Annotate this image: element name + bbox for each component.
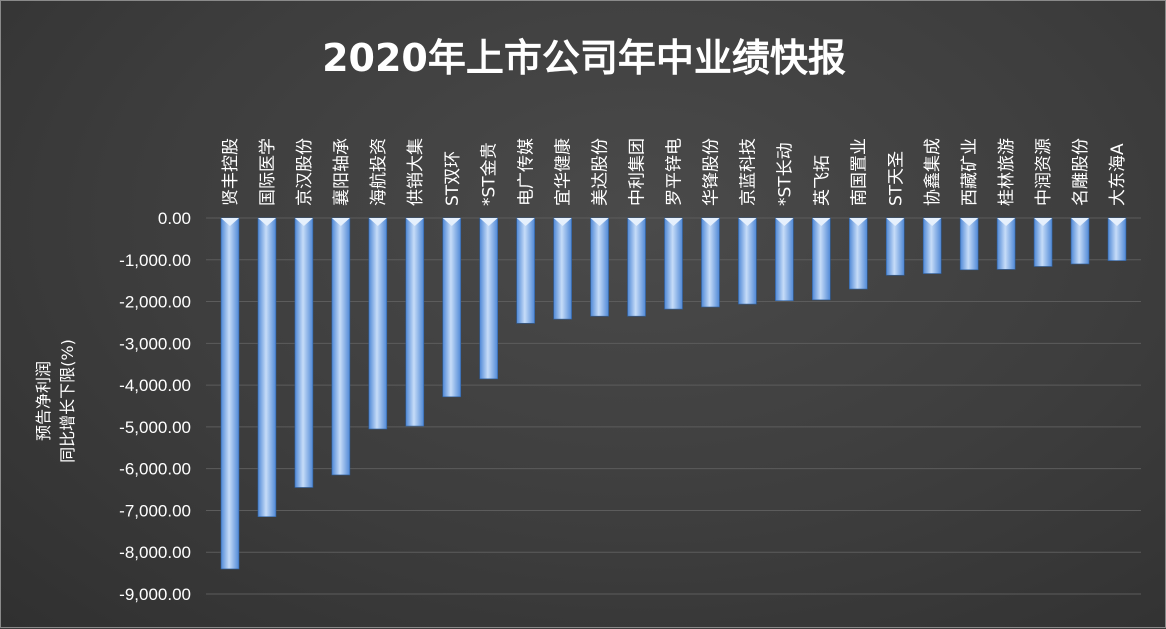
bar: [331, 217, 351, 476]
category-label: 名雕股份: [1071, 138, 1091, 206]
bar: [775, 217, 794, 302]
bar-cap: [960, 218, 979, 226]
bars: [220, 217, 1127, 570]
category-label: ST天圣: [886, 151, 906, 206]
y-tick-label: -7,000.00: [119, 501, 191, 520]
bar-cap: [516, 218, 535, 226]
bar-cap: [1071, 218, 1090, 226]
category-label: 供销大集: [406, 138, 426, 206]
y-tick-label: -9,000.00: [119, 585, 191, 604]
bar: [479, 217, 499, 380]
category-label: ST双环: [443, 151, 463, 206]
bar-cap: [812, 218, 831, 226]
bar-cap: [923, 218, 942, 226]
bar-cap: [775, 218, 794, 226]
category-label: 国际医学: [258, 138, 278, 206]
bar: [368, 217, 388, 430]
category-label: 桂林旅游: [997, 138, 1017, 206]
category-label: *ST金贵: [480, 142, 500, 206]
category-label: 协鑫集成: [923, 138, 943, 206]
y-tick-label: -6,000.00: [119, 460, 191, 479]
bar-cap: [590, 218, 609, 226]
bar-cap: [997, 218, 1016, 226]
category-label: 宜华健康: [554, 138, 574, 206]
bar: [405, 217, 425, 427]
y-tick-label: -1,000.00: [119, 251, 191, 270]
bar: [922, 217, 942, 274]
y-tick-label: -5,000.00: [119, 418, 191, 437]
bar-cap: [886, 218, 905, 226]
category-label: 罗平锌电: [665, 138, 685, 206]
bar-cap: [294, 218, 313, 226]
y-tick-label: 0.00: [158, 209, 191, 228]
bar: [627, 217, 646, 317]
bar: [257, 217, 277, 518]
category-label: 海航投资: [369, 138, 389, 206]
bar-cap: [553, 218, 572, 226]
category-label: 英飞拓: [812, 155, 832, 206]
bar-cap: [221, 218, 239, 226]
y-axis-label-line1: 预告净利润: [34, 361, 53, 441]
bar: [220, 217, 240, 570]
bar: [590, 217, 609, 317]
category-label: 京蓝科技: [738, 138, 758, 206]
bar-cap: [257, 218, 276, 226]
y-axis-label-line2: 同比增长下限(%): [58, 339, 77, 463]
bar: [516, 217, 535, 324]
category-label: *ST长动: [775, 142, 795, 206]
category-labels: 贤丰控股 国际医学 京汉股份 襄阳轴承 海航投资 供销大集 ST双环 *ST金贵 电广传媒 宜华健…: [221, 138, 1128, 206]
bar: [442, 217, 462, 398]
bar: [664, 217, 683, 310]
category-label: 中利集团: [628, 138, 648, 206]
bar-cap: [1108, 218, 1126, 226]
y-tick-label: -8,000.00: [119, 543, 191, 562]
category-label: 美达股份: [591, 138, 611, 206]
bar-cap: [738, 218, 757, 226]
bar-cap: [479, 218, 498, 226]
bar: [553, 217, 572, 320]
bar: [848, 217, 868, 290]
bar: [738, 217, 757, 305]
category-label: 贤丰控股: [221, 138, 241, 206]
y-axis-ticks: 0.00 -1,000.00 -2,000.00 -3,000.00 -4,000.00…: [119, 209, 191, 604]
bar-cap: [368, 218, 387, 226]
category-label: 南国置业: [849, 138, 869, 206]
bar-cap: [405, 218, 424, 226]
bar: [294, 217, 314, 488]
bar: [885, 217, 905, 276]
y-tick-label: -4,000.00: [119, 376, 191, 395]
bar-cap: [331, 218, 350, 226]
category-label: 大东海A: [1108, 143, 1128, 206]
bar-cap: [701, 218, 720, 226]
bar: [812, 217, 831, 301]
bar-cap: [664, 218, 683, 226]
gridlines: [206, 217, 1141, 595]
bar: [701, 217, 720, 308]
category-label: 西藏矿业: [960, 138, 980, 206]
chart-title: 2020年上市公司年中业绩快报: [322, 36, 846, 80]
category-label: 襄阳轴承: [331, 138, 352, 206]
bar-cap: [1034, 218, 1053, 226]
y-tick-label: -2,000.00: [119, 293, 191, 312]
category-label: 电广传媒: [517, 138, 537, 206]
bar-cap: [627, 218, 646, 226]
bar-cap: [849, 218, 868, 226]
category-label: 华锋股份: [701, 138, 721, 206]
bar-cap: [442, 218, 461, 226]
y-tick-label: -3,000.00: [119, 334, 191, 353]
category-label: 京汉股份: [295, 138, 315, 206]
category-label: 中润资源: [1034, 138, 1054, 206]
